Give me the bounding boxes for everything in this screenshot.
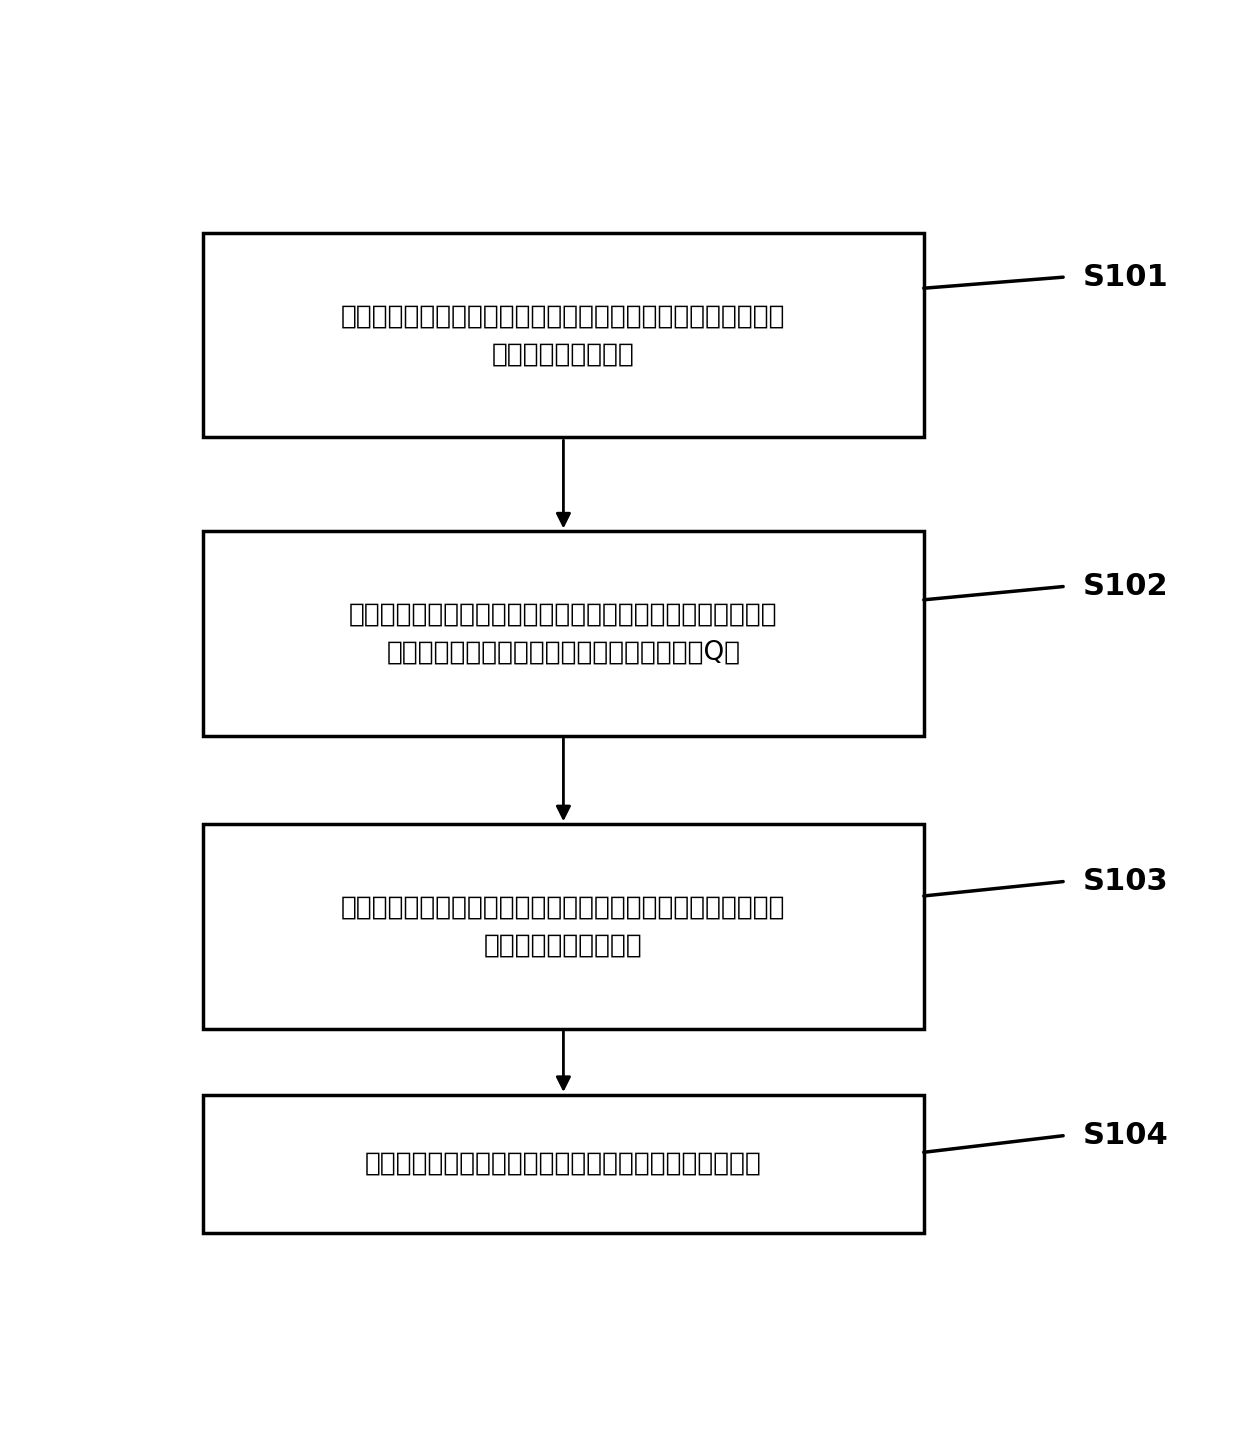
Text: 基于强化学习算法的更新规则函数、贪婪函数以及禁忌矩阵选择
测试液滴的下一个电极: 基于强化学习算法的更新规则函数、贪婪函数以及禁忌矩阵选择 测试液滴的下一个电极 <box>341 894 786 959</box>
Bar <box>203 824 924 1029</box>
Text: S101: S101 <box>1083 263 1168 291</box>
Text: 基于判断条件，输出目标测试时间和测试液滴的目标路径: 基于判断条件，输出目标测试时间和测试液滴的目标路径 <box>365 1151 761 1177</box>
Bar <box>203 1095 924 1233</box>
Bar <box>203 232 924 438</box>
Text: 基于栅格法、图论中的无向图方法和芯片约束条件，建立数字微
流控芯片的数学模型: 基于栅格法、图论中的无向图方法和芯片约束条件，建立数字微 流控芯片的数学模型 <box>341 303 786 367</box>
Text: S104: S104 <box>1083 1121 1168 1151</box>
Bar <box>203 531 924 736</box>
Text: S102: S102 <box>1083 573 1168 601</box>
Text: 获取设定的基于强化学习算法的初始参数、算法迭代的目标次
数、信息共享时间，建立每个测试液滴相应的Q表: 获取设定的基于强化学习算法的初始参数、算法迭代的目标次 数、信息共享时间，建立每… <box>350 601 777 666</box>
Text: S103: S103 <box>1083 867 1168 895</box>
